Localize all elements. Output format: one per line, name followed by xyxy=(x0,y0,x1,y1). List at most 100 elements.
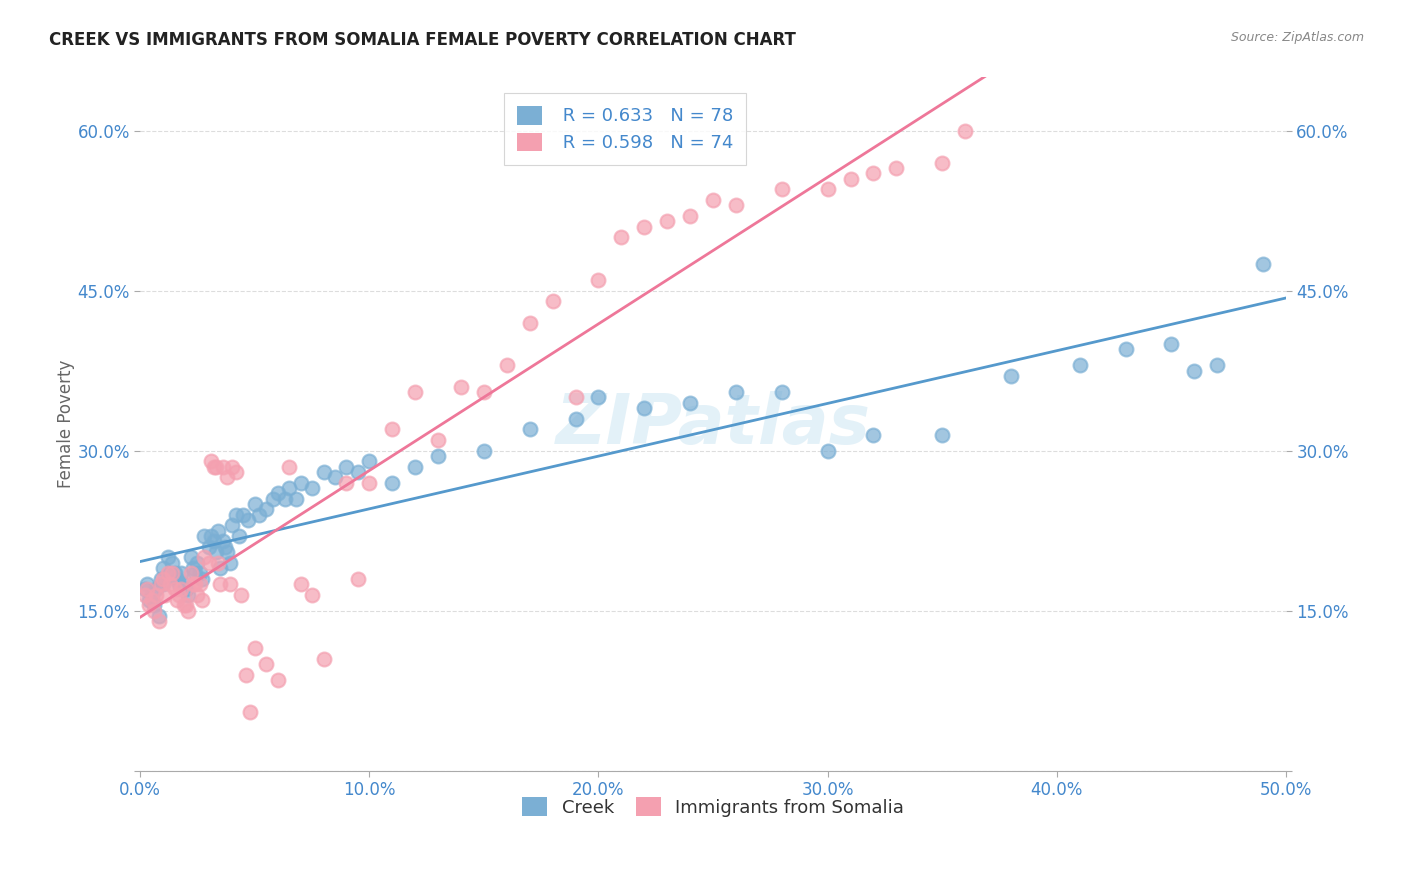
Point xyxy=(267,486,290,500)
Point xyxy=(588,273,610,287)
Point xyxy=(381,422,404,436)
Point xyxy=(254,657,277,671)
Point xyxy=(138,599,160,613)
Point xyxy=(214,540,236,554)
Point xyxy=(205,459,228,474)
Point xyxy=(1160,337,1182,351)
Point xyxy=(931,427,953,442)
Point xyxy=(207,524,229,538)
Legend: Creek, Immigrants from Somalia: Creek, Immigrants from Somalia xyxy=(515,790,911,824)
Point xyxy=(839,171,862,186)
Point xyxy=(186,556,208,570)
Point xyxy=(564,391,586,405)
Point xyxy=(141,588,163,602)
Point xyxy=(290,577,312,591)
Point xyxy=(149,572,172,586)
Point xyxy=(724,385,747,400)
Point xyxy=(657,214,679,228)
Point xyxy=(180,566,202,581)
Point xyxy=(323,470,346,484)
Point xyxy=(163,582,186,597)
Point xyxy=(166,572,188,586)
Point xyxy=(181,561,204,575)
Point xyxy=(184,577,207,591)
Point xyxy=(177,604,200,618)
Point xyxy=(188,577,211,591)
Point xyxy=(404,385,426,400)
Point xyxy=(218,556,240,570)
Text: ZIPatlas: ZIPatlas xyxy=(555,391,870,458)
Point xyxy=(148,609,170,624)
Point xyxy=(472,385,495,400)
Point xyxy=(267,673,290,687)
Point xyxy=(1069,359,1091,373)
Point xyxy=(148,615,170,629)
Point xyxy=(381,475,404,490)
Point xyxy=(335,475,357,490)
Point xyxy=(229,588,252,602)
Point xyxy=(450,380,472,394)
Point xyxy=(162,556,184,570)
Point xyxy=(228,529,250,543)
Point xyxy=(145,588,167,602)
Point xyxy=(1000,369,1022,384)
Point xyxy=(679,395,702,409)
Point xyxy=(312,465,335,479)
Point xyxy=(170,566,193,581)
Point xyxy=(202,534,225,549)
Point xyxy=(173,599,195,613)
Point xyxy=(235,667,257,681)
Point xyxy=(217,545,239,559)
Point xyxy=(335,459,357,474)
Point xyxy=(181,577,204,591)
Point xyxy=(156,566,179,581)
Point xyxy=(347,465,370,479)
Point xyxy=(232,508,254,522)
Point xyxy=(301,588,323,602)
Point xyxy=(243,497,266,511)
Point xyxy=(211,534,233,549)
Point xyxy=(221,459,243,474)
Point xyxy=(142,599,165,613)
Point xyxy=(163,566,186,581)
Point xyxy=(633,401,655,415)
Point xyxy=(347,572,370,586)
Point xyxy=(217,470,239,484)
Point xyxy=(247,508,270,522)
Point xyxy=(610,230,633,244)
Point xyxy=(207,556,229,570)
Point xyxy=(359,475,381,490)
Point xyxy=(162,566,184,581)
Point xyxy=(472,443,495,458)
Point xyxy=(186,588,208,602)
Point xyxy=(541,294,564,309)
Point xyxy=(301,481,323,495)
Point xyxy=(702,193,724,207)
Point xyxy=(359,454,381,468)
Point xyxy=(156,550,179,565)
Point xyxy=(198,556,221,570)
Point xyxy=(141,593,163,607)
Point xyxy=(191,572,214,586)
Point xyxy=(167,588,190,602)
Point xyxy=(290,475,312,490)
Point xyxy=(817,182,839,196)
Point xyxy=(193,529,215,543)
Point xyxy=(193,550,215,565)
Point xyxy=(770,385,793,400)
Point xyxy=(519,422,541,436)
Point xyxy=(166,593,188,607)
Point xyxy=(209,577,232,591)
Point xyxy=(633,219,655,234)
Point xyxy=(159,577,181,591)
Point xyxy=(134,588,156,602)
Point xyxy=(180,550,202,565)
Point xyxy=(202,459,225,474)
Point xyxy=(519,316,541,330)
Point xyxy=(184,566,207,581)
Point xyxy=(495,359,517,373)
Point xyxy=(404,459,426,474)
Point xyxy=(152,572,174,586)
Point xyxy=(225,465,247,479)
Y-axis label: Female Poverty: Female Poverty xyxy=(58,359,75,488)
